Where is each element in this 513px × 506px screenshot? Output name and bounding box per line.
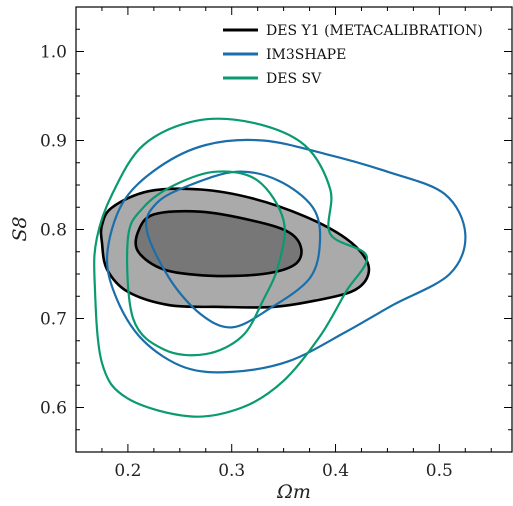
y-axis-title: S8 xyxy=(9,216,31,241)
legend-label-metacalibration: DES Y1 (METACALIBRATION) xyxy=(266,23,483,39)
legend-label-des-sv: DES SV xyxy=(266,71,322,87)
ticks-layer: 0.2 0.3 0.4 0.5 0.6 0.7 0.8 0.9 1.0 xyxy=(40,6,512,481)
contour-des-sv-95pct xyxy=(93,117,368,418)
contour-im3shape-68pct xyxy=(145,170,322,329)
y-tick-label: 0.7 xyxy=(40,310,67,330)
contour-des-y1-metacalibration-68pct xyxy=(134,209,303,278)
x-tick-label: 0.3 xyxy=(218,461,245,481)
y-tick-label: 0.9 xyxy=(40,132,67,152)
contours-layer xyxy=(93,117,467,418)
contour-des-sv-68pct xyxy=(126,170,286,357)
x-axis-title: Ωm xyxy=(276,481,311,503)
legend-label-im3shape: IM3SHAPE xyxy=(266,47,346,63)
x-tick-label: 0.2 xyxy=(114,461,141,481)
y-tick-label: 0.6 xyxy=(40,399,67,419)
contour-im3shape-95pct xyxy=(105,138,467,374)
x-tick-label: 0.5 xyxy=(426,461,453,481)
y-tick-label: 0.8 xyxy=(40,221,67,241)
y-tick-label: 1.0 xyxy=(40,43,67,63)
x-tick-label: 0.4 xyxy=(322,461,349,481)
legend: DES Y1 (METACALIBRATION) IM3SHAPE DES SV xyxy=(223,23,483,87)
